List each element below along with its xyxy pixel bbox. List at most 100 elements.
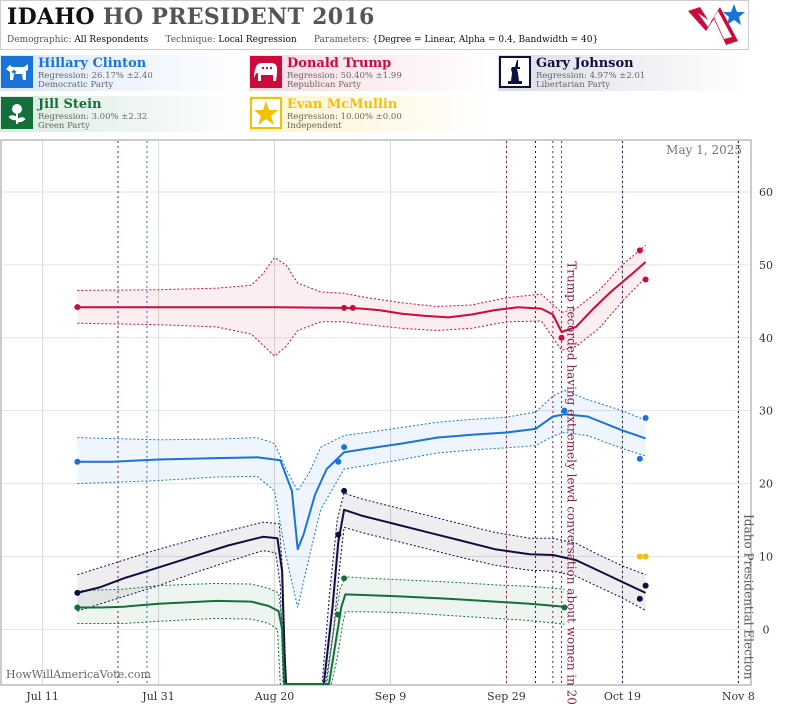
y-tick-label: 20: [759, 478, 773, 491]
parameters-label: Parameters:: [313, 35, 370, 45]
point-hillary-clinton: [341, 444, 348, 451]
band-lower-jill-stein: [77, 611, 565, 685]
point-hillary-clinton: [74, 458, 81, 465]
poll-points: [74, 247, 649, 618]
x-tick-label: Sep 9: [375, 690, 407, 703]
candidate-party: Democratic Party: [38, 80, 114, 90]
poll-chart: 0 10 20 30 40 50 60 Jul 11 Jul 31 Aug 20 Sep 9 Sep…: [0, 139, 773, 704]
title-state: IDAHO: [7, 4, 95, 30]
candidate-regression: Regression: 50.40% ±1.99: [287, 71, 402, 81]
y-axis-ticks: 0 10 20 30 40 50 60: [759, 186, 773, 636]
candidate-card-trump[interactable]: Donald Trump Regression: 50.40% ±1.99 Re…: [249, 55, 497, 91]
band-hillary-clinton: [77, 390, 646, 608]
candidate-regression: Regression: 4.97% ±2.01: [536, 71, 646, 81]
band-upper-gary-johnson: [77, 492, 646, 685]
technique-value: Local Regression: [218, 35, 297, 45]
band-lower-gary-johnson: [77, 526, 646, 685]
line-jill-stein: [77, 593, 565, 685]
title-rest: HO PRESIDENT 2016: [102, 4, 375, 30]
band-upper-donald-trump: [77, 244, 646, 313]
point-jill-stein: [74, 604, 81, 611]
point-hillary-clinton: [642, 414, 649, 421]
candidate-name: Hillary Clinton: [38, 56, 147, 71]
point-donald-trump: [349, 304, 356, 311]
candidate-name: Jill Stein: [38, 97, 102, 112]
candidate-name: Evan McMullin: [287, 97, 398, 112]
candidate-card-stein[interactable]: Jill Stein Regression: 3.00% ±2.32 Green…: [0, 96, 248, 132]
annotation-text: Trump recorded having extremely lewd con…: [565, 261, 579, 704]
candidate-name: Donald Trump: [287, 56, 392, 71]
point-hillary-clinton: [561, 407, 568, 414]
header-bar: IDAHO HO PRESIDENT 2016 Demographic: All…: [0, 0, 749, 50]
band-donald-trump: [77, 245, 646, 356]
liberty-statue-icon: [499, 56, 531, 88]
candidate-card-mcmullin[interactable]: Evan McMullin Regression: 10.00% ±0.00 I…: [249, 96, 497, 132]
y-tick-label: 10: [759, 550, 773, 563]
candidate-regression: Regression: 3.00% ±2.32: [38, 112, 148, 122]
y-tick-label: 50: [759, 259, 773, 272]
event-lines: [117, 141, 739, 684]
elephant-icon: [250, 56, 282, 88]
site-logo-icon: [688, 4, 745, 45]
annotations: Trump recorded having extremely lewd con…: [565, 261, 756, 704]
point-donald-trump: [558, 334, 565, 341]
demographic-label: Demographic:: [7, 35, 72, 45]
y-tick-label: 60: [759, 186, 773, 199]
band-upper-hillary-clinton: [77, 389, 646, 492]
point-gary-johnson: [642, 582, 649, 589]
point-evan-mcmullin: [642, 553, 649, 560]
point-gary-johnson: [341, 487, 348, 494]
line-hillary-clinton: [77, 413, 646, 551]
candidate-regression: Regression: 10.00% ±0.00: [287, 112, 402, 122]
point-donald-trump: [636, 247, 643, 254]
point-gary-johnson: [636, 595, 643, 602]
point-jill-stein: [561, 604, 568, 611]
candidate-name: Gary Johnson: [536, 56, 634, 71]
candidate-regression: Regression: 26.17% ±2.40: [38, 71, 153, 81]
y-tick-label: 30: [759, 405, 773, 418]
y-tick-label: 0: [763, 623, 770, 636]
point-evan-mcmullin: [636, 553, 643, 560]
confidence-bands: [77, 244, 646, 685]
point-jill-stein: [341, 575, 348, 582]
x-axis-ticks: Jul 11 Jul 31 Aug 20 Sep 9 Sep 29 Oct 19 Nov 8: [25, 690, 755, 703]
series-lines: [77, 261, 647, 685]
band-lower-donald-trump: [77, 276, 646, 357]
point-gary-johnson: [335, 531, 342, 538]
point-donald-trump: [74, 304, 81, 311]
candidate-card-johnson[interactable]: Gary Johnson Regression: 4.97% ±2.01 Lib…: [498, 55, 748, 91]
x-tick-label: Sep 29: [487, 690, 526, 703]
x-tick-label: Aug 20: [254, 690, 295, 703]
technique-label: Technique:: [165, 35, 216, 45]
point-donald-trump: [341, 304, 348, 311]
y-tick-label: 40: [759, 332, 773, 345]
demographic-value: All Respondents: [74, 35, 149, 45]
parameters-value: {Degree = Linear, Alpha = 0.4, Bandwidth…: [372, 35, 599, 45]
rose-icon: [1, 97, 33, 129]
candidate-party: Libertarian Party: [536, 80, 611, 90]
star-icon: [250, 97, 282, 129]
current-date-label: May 1, 2025: [666, 143, 742, 157]
x-tick-label: Oct 19: [604, 690, 641, 703]
page-title: IDAHO HO PRESIDENT 2016: [7, 4, 375, 30]
donkey-icon: [1, 56, 33, 88]
x-tick-label: Jul 11: [25, 690, 59, 703]
point-gary-johnson: [74, 589, 81, 596]
band-jill-stein: [77, 576, 565, 684]
point-donald-trump: [642, 276, 649, 283]
annotation-text: Idaho Presidential Election: [741, 514, 755, 680]
candidate-card-clinton[interactable]: Hillary Clinton Regression: 26.17% ±2.40…: [0, 55, 248, 91]
candidate-party: Green Party: [38, 121, 90, 131]
point-jill-stein: [335, 611, 342, 618]
line-gary-johnson: [77, 508, 647, 685]
x-tick-label: Nov 8: [722, 690, 755, 703]
point-hillary-clinton: [335, 458, 342, 465]
band-gary-johnson: [77, 493, 646, 684]
subhead-parameters: Demographic: All Respondents Technique: …: [7, 35, 598, 45]
point-hillary-clinton: [636, 455, 643, 462]
candidate-party: Republican Party: [287, 80, 361, 90]
x-tick-label: Jul 31: [141, 690, 175, 703]
watermark: HowWillAmericaVote.com: [6, 668, 151, 681]
band-lower-hillary-clinton: [77, 431, 646, 608]
candidate-party: Independent: [287, 121, 342, 131]
